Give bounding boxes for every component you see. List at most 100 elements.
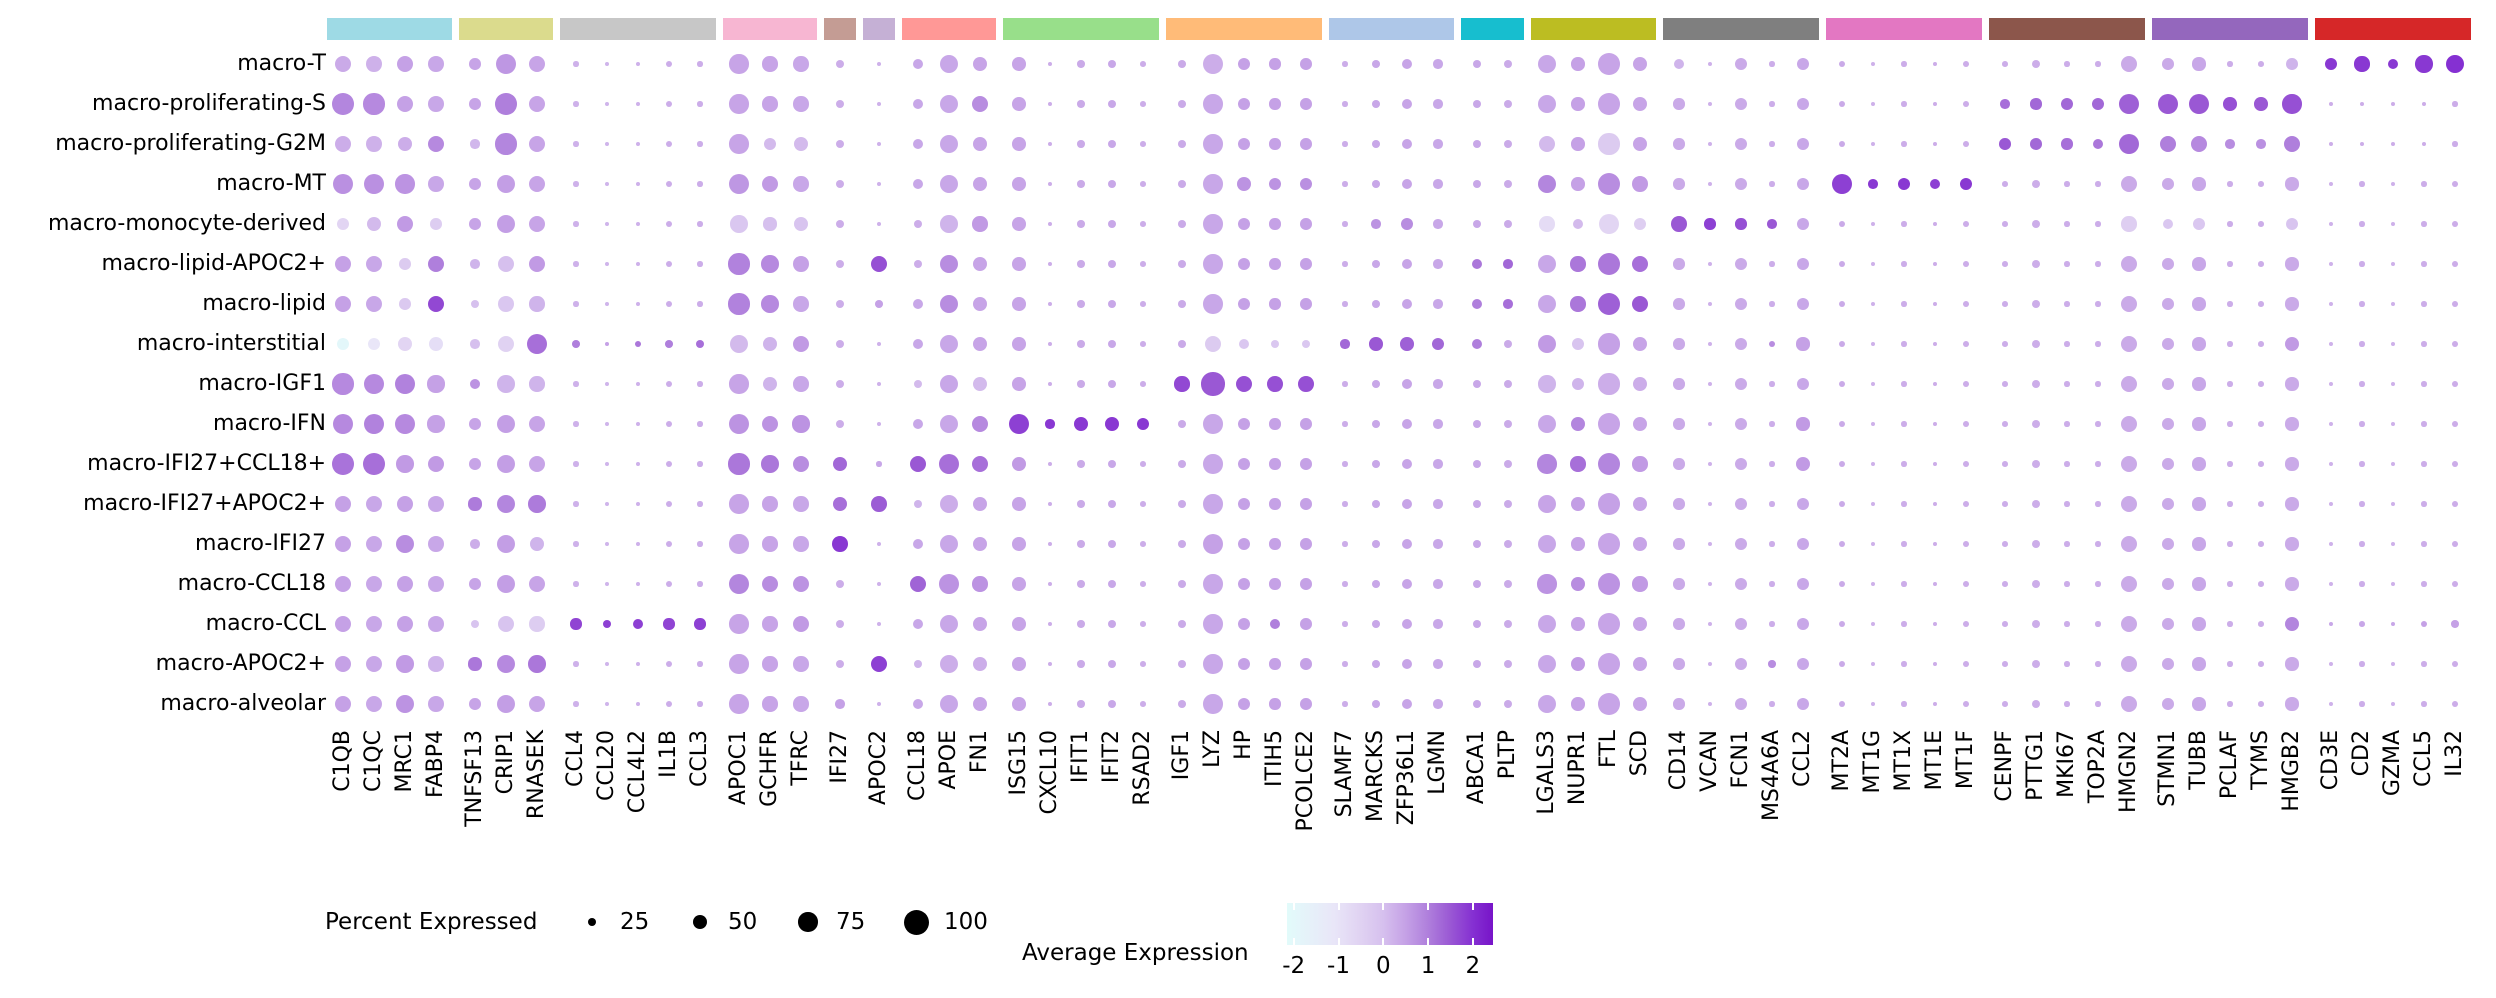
- expression-dot: [470, 299, 480, 309]
- expression-dot: [697, 501, 703, 507]
- expression-dot: [1202, 533, 1224, 555]
- expression-dot: [365, 575, 383, 593]
- expression-dot: [1107, 59, 1117, 69]
- expression-dot: [395, 174, 415, 194]
- expression-dot: [1047, 501, 1053, 507]
- expression-dot: [1707, 61, 1713, 67]
- expression-dot: [1300, 58, 1312, 70]
- expression-dot: [1012, 497, 1026, 511]
- gene-label: MT1X: [1891, 730, 1916, 792]
- expression-dot: [635, 541, 641, 547]
- expression-dot: [876, 181, 882, 187]
- expression-dot: [728, 413, 750, 435]
- colorbar: [1287, 903, 1493, 945]
- expression-dot: [940, 215, 958, 233]
- expression-dot: [1707, 421, 1713, 427]
- expression-dot: [1047, 61, 1053, 67]
- gene-label: NUPR1: [1565, 730, 1590, 806]
- expression-dot: [763, 377, 777, 391]
- expression-dot: [913, 659, 923, 669]
- expression-dot: [2452, 701, 2458, 707]
- expression-dot: [972, 496, 988, 512]
- expression-dot: [2162, 578, 2174, 590]
- expression-dot: [1538, 135, 1556, 153]
- expression-dot: [1796, 537, 1810, 551]
- expression-dot: [762, 496, 778, 512]
- expression-dot: [2258, 701, 2264, 707]
- expression-dot: [1932, 581, 1938, 587]
- expression-dot: [2359, 261, 2365, 267]
- expression-dot: [1107, 339, 1117, 349]
- gene-label: TUBB: [2186, 730, 2211, 790]
- expression-dot: [2118, 133, 2140, 155]
- expression-dot: [912, 338, 923, 349]
- expression-dot: [496, 534, 516, 554]
- expression-dot: [762, 96, 778, 112]
- expression-dot: [2064, 341, 2070, 347]
- expression-dot: [334, 535, 352, 553]
- expression-dot: [1537, 614, 1557, 634]
- gene-label: STMN1: [2155, 730, 2180, 807]
- colorbar-tick-mark: [1292, 938, 1295, 945]
- expression-dot: [694, 618, 706, 630]
- expression-dot: [1503, 259, 1513, 269]
- expression-dot: [876, 461, 882, 467]
- expression-dot: [2390, 341, 2396, 347]
- expression-dot: [334, 55, 352, 73]
- expression-dot: [1571, 97, 1585, 111]
- expression-dot: [1237, 457, 1251, 471]
- expression-dot: [1632, 656, 1648, 672]
- expression-dot: [665, 540, 673, 548]
- expression-dot: [635, 461, 641, 467]
- expression-dot: [1203, 614, 1223, 634]
- expression-dot: [427, 135, 445, 153]
- expression-dot: [1401, 258, 1413, 270]
- expression-dot: [793, 496, 809, 512]
- expression-dot: [2452, 421, 2458, 427]
- expression-dot: [1401, 498, 1413, 510]
- expression-dot: [913, 259, 923, 269]
- expression-dot: [1401, 178, 1413, 190]
- expression-dot: [1012, 217, 1026, 231]
- row-label: macro-IFI27: [194, 531, 326, 556]
- expression-dot: [1371, 219, 1381, 229]
- expression-dot: [665, 220, 673, 228]
- gene-label: SCD: [1627, 730, 1652, 777]
- expression-dot: [2421, 141, 2427, 147]
- expression-dot: [1963, 621, 1969, 627]
- expression-dot: [1570, 656, 1586, 672]
- expression-dot: [1598, 93, 1620, 115]
- expression-dot: [366, 216, 382, 232]
- expression-dot: [1342, 421, 1348, 427]
- expression-dot: [832, 536, 848, 552]
- expression-dot: [2120, 55, 2138, 73]
- expression-dot: [1300, 658, 1312, 670]
- expression-dot: [2390, 661, 2396, 667]
- expression-dot: [470, 339, 480, 349]
- expression-dot: [939, 374, 959, 394]
- expression-dot: [2421, 221, 2427, 227]
- expression-dot: [1503, 99, 1513, 109]
- expression-dot: [395, 534, 415, 554]
- gene-group-bar: [902, 18, 996, 40]
- expression-dot: [2258, 341, 2264, 347]
- expression-dot: [396, 575, 414, 593]
- expression-dot: [334, 575, 352, 593]
- gene-label: FCN1: [1728, 730, 1753, 789]
- expression-dot: [334, 255, 352, 273]
- expression-dot: [697, 181, 703, 187]
- expression-dot: [1237, 217, 1251, 231]
- expression-dot: [2192, 57, 2206, 71]
- expression-dot: [602, 619, 612, 629]
- expression-dot: [939, 494, 959, 514]
- expression-dot: [2328, 541, 2334, 547]
- expression-dot: [1735, 218, 1747, 230]
- expression-dot: [697, 141, 703, 147]
- row-label: macro-IFI27+APOC2+: [83, 491, 326, 516]
- expression-dot: [913, 499, 923, 509]
- gene-label: PTTG1: [2023, 730, 2048, 801]
- expression-dot: [1433, 299, 1443, 309]
- expression-dot: [2159, 135, 2177, 153]
- expression-dot: [2162, 418, 2174, 430]
- expression-dot: [761, 575, 779, 593]
